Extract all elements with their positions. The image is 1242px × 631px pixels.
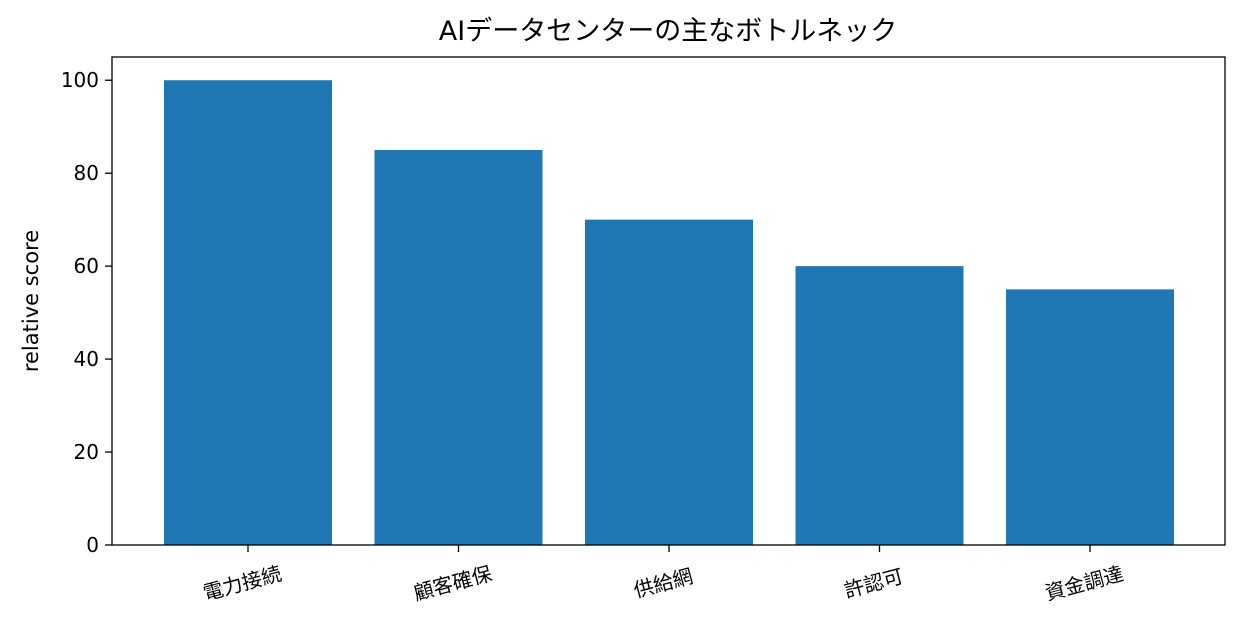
- bar-5: [1006, 289, 1174, 545]
- bar-2: [374, 149, 543, 545]
- bar-3: [585, 219, 753, 545]
- x-tick-label: 許認可: [842, 564, 906, 603]
- plot-frame: [111, 56, 1226, 546]
- bars-group: [164, 80, 1174, 545]
- chart-title: AIデータセンターの主なボトルネック: [439, 16, 897, 47]
- y-axis-ticks: 0 20 40 60 80 100: [61, 68, 112, 557]
- y-tick-label: 80: [74, 161, 99, 185]
- x-axis-ticks: 電力接続 顧客確保 供給網 許認可 資金調達: [200, 545, 1126, 605]
- y-axis-label: relative score: [19, 230, 43, 372]
- x-tick-label: 電力接続: [200, 561, 283, 605]
- y-tick-label: 0: [86, 533, 99, 557]
- x-tick-label: 顧客確保: [411, 561, 494, 605]
- bar-4: [795, 266, 964, 545]
- x-tick-label: 供給網: [631, 564, 695, 603]
- y-tick-label: 100: [61, 68, 99, 92]
- y-tick-label: 40: [74, 347, 99, 371]
- y-tick-label: 60: [74, 254, 99, 278]
- y-tick-label: 20: [74, 440, 99, 464]
- bar-1: [164, 80, 332, 545]
- x-tick-label: 資金調達: [1042, 561, 1125, 605]
